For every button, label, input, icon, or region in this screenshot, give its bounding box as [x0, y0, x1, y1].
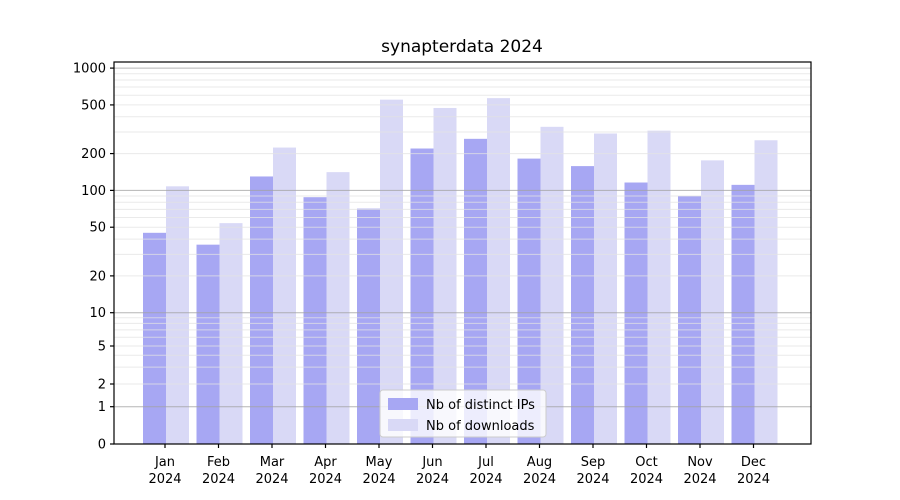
x-tick-label-apr-2024: Apr 2024 [309, 455, 342, 487]
x-tick-label-aug-2024: Aug 2024 [523, 455, 556, 487]
x-tick-label-jun-2024: Jun 2024 [416, 455, 449, 487]
y-tick-label-2: 2 [98, 378, 106, 393]
axes-layer [113, 61, 812, 445]
y-tick-label-10: 10 [89, 306, 106, 321]
bar-nb-of-downloads-jul-2024 [487, 98, 510, 445]
y-tick-label-1: 1 [98, 400, 106, 415]
legend-swatch-nb-of-distinct-ips [388, 398, 418, 410]
chart-title: synapterdata 2024 [381, 37, 543, 57]
bar-nb-of-distinct-ips-oct-2024 [624, 182, 648, 444]
y-tick-label-0: 0 [98, 438, 106, 453]
legend: Nb of distinct IPs Nb of downloads [379, 389, 547, 438]
bar-nb-of-distinct-ips-sep-2024 [571, 166, 594, 444]
x-tick-label-jul-2024: Jul 2024 [469, 455, 502, 487]
bar-nb-of-distinct-ips-jun-2024 [410, 148, 434, 444]
plot-border [113, 61, 812, 445]
bars-layer [143, 98, 778, 445]
bar-nb-of-downloads-aug-2024 [540, 126, 564, 444]
bar-nb-of-distinct-ips-jan-2024 [143, 232, 166, 444]
legend-label-nb-of-distinct-ips: Nb of distinct IPs [426, 398, 535, 413]
x-tick-label-mar-2024: Mar 2024 [255, 455, 288, 487]
bar-nb-of-downloads-dec-2024 [754, 140, 778, 444]
bar-nb-of-distinct-ips-mar-2024 [250, 176, 273, 444]
bar-nb-of-downloads-oct-2024 [647, 130, 671, 444]
x-tick-label-oct-2024: Oct 2024 [630, 455, 663, 487]
bar-nb-of-distinct-ips-dec-2024 [731, 184, 755, 444]
x-tick-label-feb-2024: Feb 2024 [202, 455, 235, 487]
bar-nb-of-downloads-may-2024 [380, 99, 403, 444]
bar-nb-of-downloads-apr-2024 [326, 172, 350, 444]
bar-nb-of-downloads-sep-2024 [594, 133, 617, 444]
y-tick-label-1000: 1000 [73, 62, 106, 77]
y-tick-label-20: 20 [89, 269, 106, 284]
bar-nb-of-downloads-mar-2024 [273, 147, 296, 444]
x-tick-label-nov-2024: Nov 2024 [683, 455, 716, 487]
bar-nb-of-distinct-ips-apr-2024 [303, 197, 327, 444]
bar-nb-of-distinct-ips-nov-2024 [678, 195, 701, 444]
x-tick-label-dec-2024: Dec 2024 [737, 455, 770, 487]
legend-box [379, 389, 547, 438]
legend-label-nb-of-downloads: Nb of downloads [426, 419, 535, 434]
bar-nb-of-downloads-jan-2024 [166, 186, 189, 445]
y-tick-label-5: 5 [98, 340, 106, 355]
bar-nb-of-downloads-nov-2024 [701, 160, 724, 445]
bar-nb-of-distinct-ips-jul-2024 [464, 138, 487, 445]
ticks-layer: 0 1 2 5 10 20 50 100 200 500 1000 Jan 2024 Feb 2024 Mar… [73, 62, 770, 487]
y-tick-label-100: 100 [81, 184, 106, 199]
x-tick-label-may-2024: May 2024 [362, 455, 395, 487]
grid-layer [114, 67, 811, 408]
x-tick-label-sep-2024: Sep 2024 [576, 455, 609, 487]
y-tick-label-200: 200 [81, 147, 106, 162]
legend-swatch-nb-of-downloads [388, 419, 418, 431]
bar-nb-of-distinct-ips-feb-2024 [196, 244, 220, 444]
y-tick-label-500: 500 [81, 98, 106, 113]
bar-nb-of-downloads-feb-2024 [219, 223, 243, 444]
y-tick-label-50: 50 [89, 221, 106, 236]
bar-nb-of-distinct-ips-aug-2024 [517, 158, 541, 444]
bar-nb-of-distinct-ips-may-2024 [357, 208, 380, 444]
x-tick-label-jan-2024: Jan 2024 [148, 455, 181, 487]
